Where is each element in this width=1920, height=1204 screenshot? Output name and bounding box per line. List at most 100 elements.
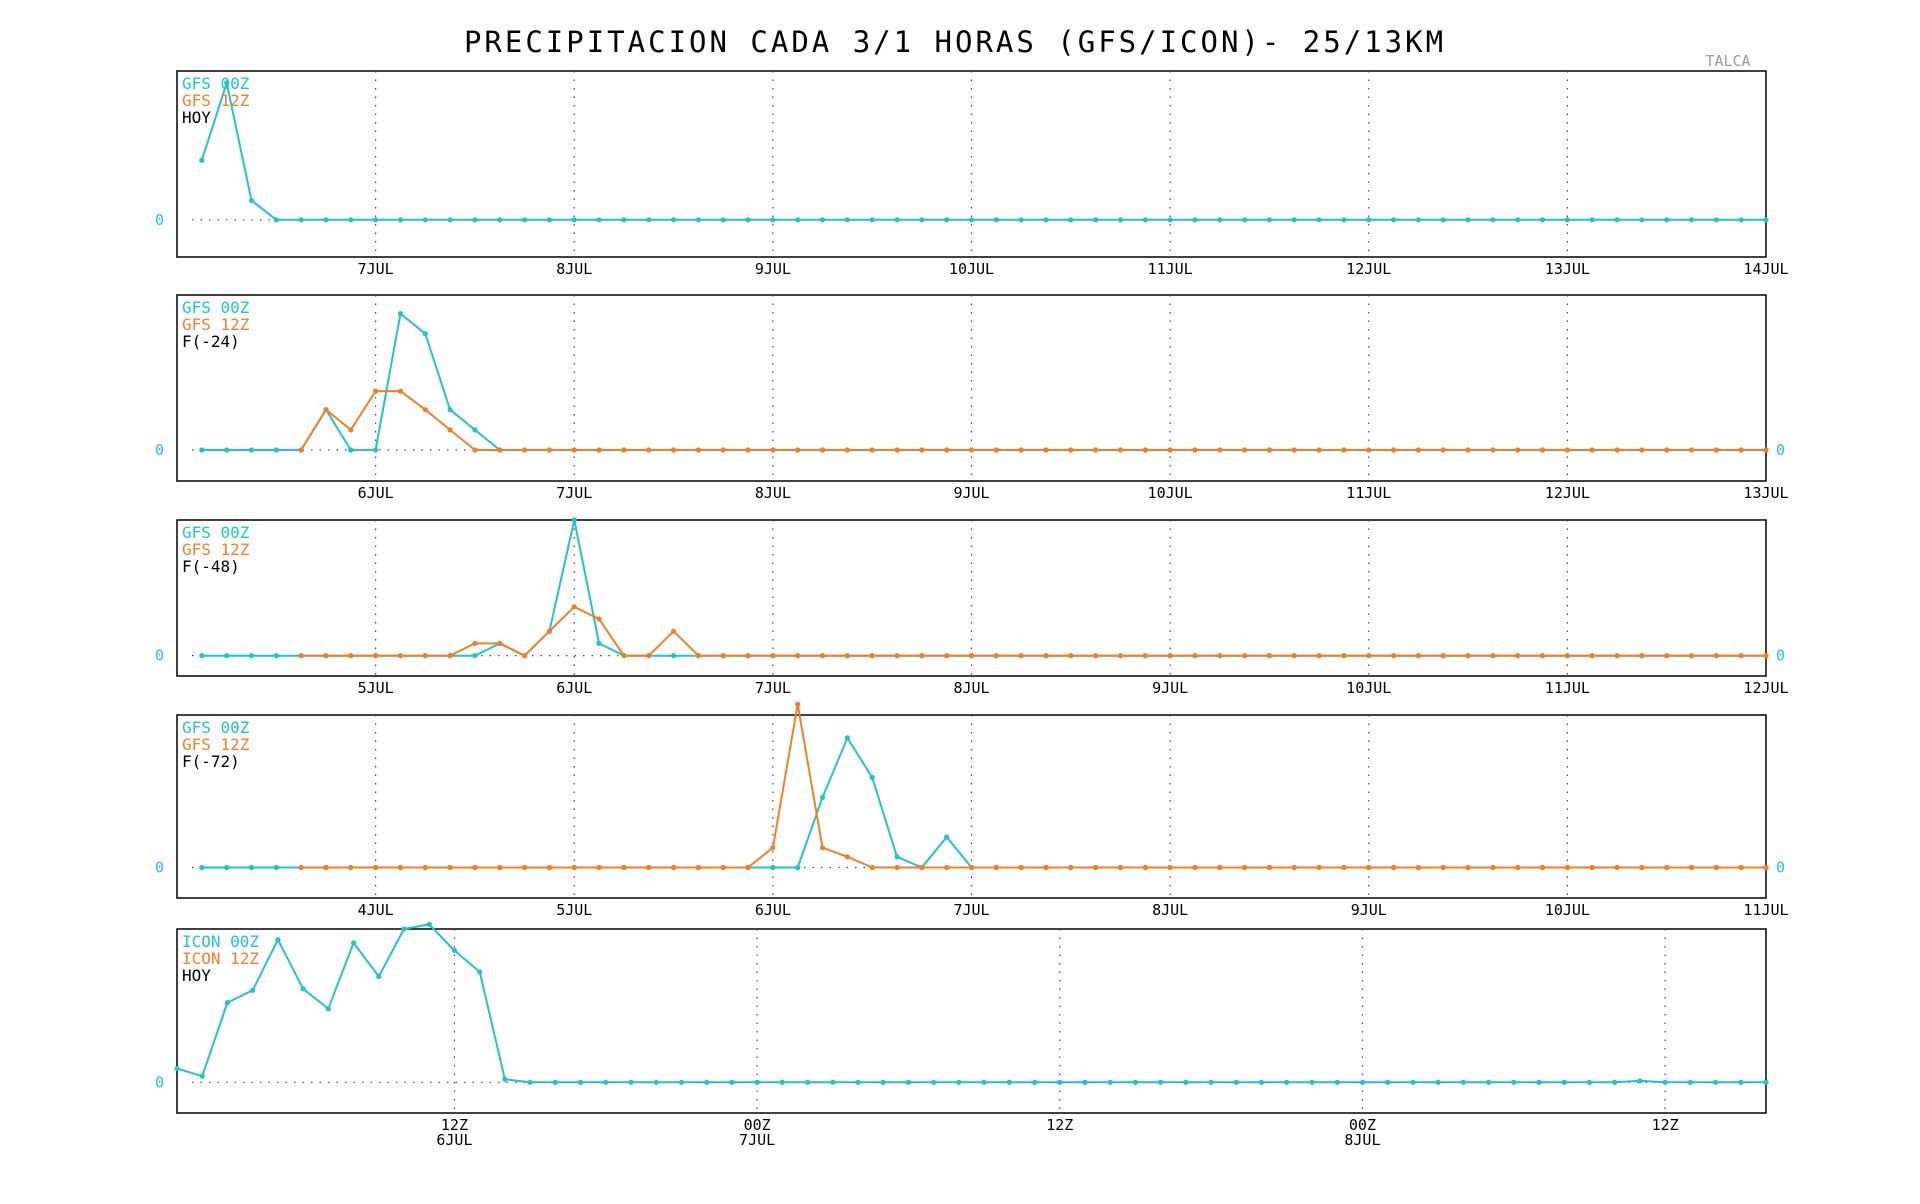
data-point	[1688, 653, 1695, 659]
data-point	[1366, 864, 1372, 871]
data-point	[323, 407, 329, 413]
data-point	[447, 653, 453, 659]
data-point	[1366, 653, 1372, 659]
data-point	[1664, 217, 1670, 223]
data-point	[1664, 447, 1670, 453]
data-point	[273, 217, 279, 223]
data-point	[819, 653, 826, 659]
data-point	[621, 653, 627, 659]
data-point	[1614, 653, 1620, 659]
data-point	[819, 217, 826, 223]
zero-label-right: 0	[1776, 647, 1785, 665]
x-tick-label: 7JUL	[755, 679, 791, 697]
data-point	[1117, 217, 1124, 223]
data-point	[1738, 217, 1744, 223]
data-point	[1192, 653, 1198, 659]
series-line-gfs-00z	[201, 519, 1766, 657]
data-point	[745, 864, 751, 871]
data-point	[1664, 864, 1670, 871]
data-point	[894, 854, 900, 860]
data-point	[1490, 864, 1496, 871]
x-tick-label: 5JUL	[358, 679, 394, 697]
data-point	[323, 217, 329, 223]
x-tick-label: 4JUL	[358, 901, 394, 919]
data-point	[670, 628, 677, 634]
data-point	[1490, 217, 1496, 223]
data-point	[1217, 653, 1223, 659]
x-tick-label: 8JUL	[1152, 901, 1188, 919]
data-point	[1738, 653, 1744, 659]
data-point	[779, 1079, 785, 1085]
data-point	[844, 447, 850, 453]
data-point	[894, 864, 900, 871]
data-point	[1158, 1079, 1164, 1085]
data-point	[1242, 864, 1248, 871]
data-point	[1266, 864, 1273, 871]
data-point	[1082, 1079, 1088, 1085]
data-point	[546, 864, 553, 871]
data-point	[968, 447, 975, 453]
data-point	[1713, 217, 1719, 223]
data-point	[1763, 1079, 1769, 1085]
data-point	[571, 217, 577, 223]
data-point	[754, 1079, 760, 1085]
data-point	[1208, 1079, 1214, 1085]
data-point	[1266, 447, 1273, 453]
data-point	[199, 1073, 205, 1079]
legend-entry: ICON 00Z	[182, 932, 259, 951]
data-point	[1117, 447, 1124, 453]
data-point	[1316, 447, 1322, 453]
data-point	[1366, 447, 1372, 453]
data-point	[298, 447, 304, 453]
data-point	[422, 407, 428, 413]
data-point	[199, 864, 205, 871]
data-point	[1435, 1079, 1441, 1085]
data-point	[1688, 217, 1695, 223]
data-point	[1006, 1079, 1012, 1085]
data-point	[426, 921, 432, 928]
x-tick-label: 9JUL	[755, 260, 791, 278]
series-line-gfs-00z	[200, 81, 1766, 221]
data-point	[869, 864, 875, 871]
data-point	[1713, 447, 1719, 453]
data-point	[1763, 217, 1769, 223]
data-point	[944, 864, 950, 871]
legend-entry: GFS 12Z	[182, 315, 250, 334]
data-point	[1341, 864, 1347, 871]
x-tick-label: 11JUL	[1545, 679, 1590, 697]
x-tick-label: 13JUL	[1545, 260, 1590, 278]
data-point	[1763, 447, 1769, 453]
data-point	[819, 845, 826, 851]
data-point	[1117, 864, 1124, 871]
data-point	[1539, 447, 1546, 453]
data-point	[944, 447, 950, 453]
data-point	[770, 217, 776, 223]
data-point	[447, 217, 453, 223]
data-point	[1688, 864, 1695, 871]
data-point	[1713, 653, 1719, 659]
data-point	[250, 987, 256, 993]
data-point	[447, 407, 453, 413]
data-point	[348, 653, 354, 659]
data-point	[1142, 447, 1148, 453]
legend-entry: GFS 00Z	[182, 718, 250, 737]
legend-entry: F(-24)	[182, 332, 240, 351]
data-point	[1485, 1079, 1492, 1085]
data-point	[956, 1079, 962, 1085]
data-point	[944, 653, 950, 659]
data-point	[373, 388, 379, 394]
data-point	[1415, 217, 1422, 223]
x-tick-label: 13JUL	[1743, 484, 1788, 502]
data-point	[224, 447, 230, 453]
data-point	[1589, 653, 1595, 659]
data-point	[1242, 447, 1248, 453]
data-point	[422, 653, 428, 659]
data-point	[869, 447, 875, 453]
data-point	[1465, 864, 1471, 871]
x-tick-label: 9JUL	[953, 484, 989, 502]
data-point	[1440, 447, 1446, 453]
chart-title: PRECIPITACION CADA 3/1 HORAS (GFS/ICON)-…	[464, 25, 1446, 59]
data-point	[1291, 864, 1297, 871]
data-point	[1738, 1079, 1744, 1085]
